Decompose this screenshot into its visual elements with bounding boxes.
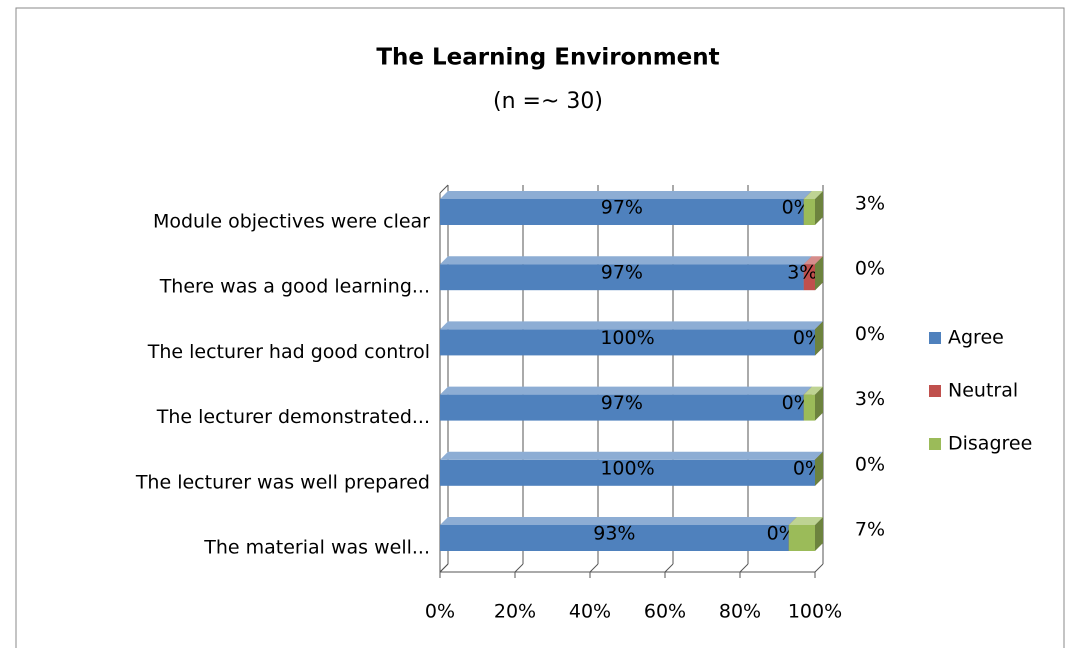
data-label: 3% bbox=[855, 388, 885, 410]
y-tick-label: The lecturer had good control bbox=[147, 341, 430, 363]
bar-top bbox=[440, 321, 823, 330]
bar bbox=[803, 199, 815, 225]
data-label: 97% bbox=[601, 197, 643, 219]
legend-label: Neutral bbox=[948, 380, 1018, 402]
bar-side bbox=[815, 256, 823, 291]
x-tick-label: 0% bbox=[425, 601, 455, 623]
grid-floor bbox=[514, 563, 524, 573]
data-label: 100% bbox=[600, 457, 654, 479]
data-label: 0% bbox=[855, 323, 885, 345]
x-tick-label: 60% bbox=[644, 601, 686, 623]
data-label: 3% bbox=[787, 262, 817, 284]
y-tick-label: The material was well... bbox=[203, 537, 430, 559]
chart-title: The Learning Environment bbox=[376, 45, 719, 71]
bar-top bbox=[803, 386, 823, 395]
bar-side bbox=[815, 386, 823, 421]
bar bbox=[440, 525, 789, 551]
data-label: 97% bbox=[601, 262, 643, 284]
bar-side bbox=[815, 517, 823, 551]
legend-label: Disagree bbox=[948, 433, 1032, 455]
bar bbox=[803, 264, 815, 291]
bar-top bbox=[440, 386, 812, 395]
bar-side bbox=[815, 191, 823, 225]
bar-top bbox=[440, 517, 797, 525]
axis-left-top bbox=[439, 184, 449, 194]
bar-top bbox=[803, 256, 823, 265]
x-tick-label: 40% bbox=[569, 601, 611, 623]
legend-swatch bbox=[929, 332, 941, 344]
bar bbox=[788, 525, 815, 551]
chart-frame bbox=[15, 7, 1065, 648]
grid-floor bbox=[589, 563, 599, 573]
bar bbox=[440, 329, 815, 356]
grid-floor bbox=[814, 563, 824, 573]
legend-swatch bbox=[929, 385, 941, 397]
data-label: 0% bbox=[855, 453, 885, 475]
bar-top bbox=[440, 256, 812, 265]
bar-top bbox=[440, 191, 812, 199]
bar-side bbox=[815, 451, 823, 486]
data-label: 0% bbox=[855, 258, 885, 280]
data-label: 7% bbox=[855, 519, 885, 541]
x-tick-label: 20% bbox=[494, 601, 536, 623]
bar bbox=[440, 264, 804, 291]
y-tick-label: There was a good learning... bbox=[159, 276, 430, 298]
bar-top bbox=[788, 517, 823, 525]
grid-floor bbox=[439, 563, 449, 573]
data-label: 3% bbox=[855, 193, 885, 215]
legend-swatch bbox=[929, 438, 941, 450]
bar-top bbox=[803, 191, 823, 199]
data-label: 97% bbox=[601, 392, 643, 414]
y-tick-label: The lecturer demonstrated... bbox=[156, 406, 430, 428]
bar bbox=[440, 459, 815, 486]
y-tick-label: The lecturer was well prepared bbox=[135, 471, 430, 493]
bar bbox=[440, 394, 804, 421]
y-tick-label: Module objectives were clear bbox=[153, 211, 430, 233]
bar-top bbox=[440, 451, 823, 460]
bar bbox=[440, 199, 804, 225]
x-tick-label: 100% bbox=[788, 601, 842, 623]
x-tick-label: 80% bbox=[719, 601, 761, 623]
chart-subtitle: (n =~ 30) bbox=[493, 89, 603, 114]
legend-label: Agree bbox=[948, 327, 1004, 349]
data-label: 100% bbox=[600, 327, 654, 349]
data-label: 93% bbox=[593, 523, 635, 545]
bar bbox=[803, 394, 815, 421]
bar-side bbox=[815, 321, 823, 356]
grid-floor bbox=[739, 563, 749, 573]
grid-floor bbox=[664, 563, 674, 573]
